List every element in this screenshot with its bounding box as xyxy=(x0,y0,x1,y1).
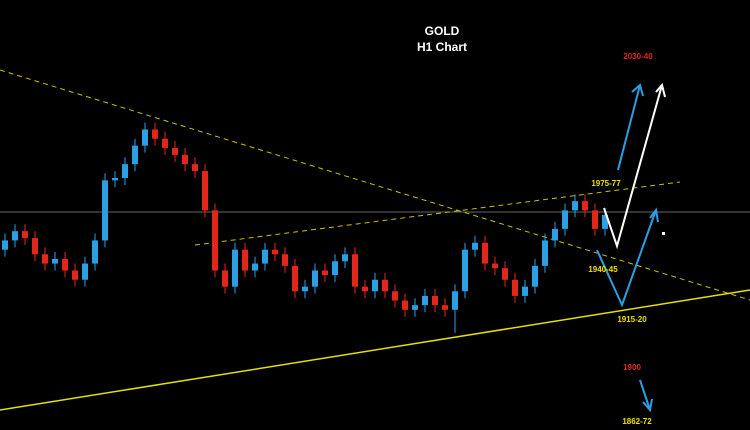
candle-body xyxy=(22,231,28,239)
candle-body xyxy=(212,210,218,271)
marker xyxy=(662,232,665,235)
annotation: 1940-45 xyxy=(588,265,618,274)
candles xyxy=(2,122,608,333)
candle-body xyxy=(392,291,398,301)
candle-body xyxy=(312,270,318,287)
candle-body xyxy=(252,263,258,271)
candle-body xyxy=(492,263,498,269)
candle-body xyxy=(132,145,138,165)
candle-body xyxy=(12,231,18,241)
candle-body xyxy=(592,210,598,229)
candle-body xyxy=(442,305,448,310)
candle-body xyxy=(122,164,128,179)
candle-body xyxy=(242,249,248,271)
chart-title: GOLD xyxy=(425,24,460,38)
candle-body xyxy=(262,249,268,264)
candle-body xyxy=(182,154,188,165)
candle-body xyxy=(482,242,488,264)
candle-body xyxy=(282,254,288,266)
candle-body xyxy=(332,261,338,276)
candle-body xyxy=(172,147,178,155)
annotation: 1915-20 xyxy=(617,315,647,324)
chart-subtitle: H1 Chart xyxy=(417,40,467,54)
candle-body xyxy=(202,171,208,211)
candle-body xyxy=(572,201,578,211)
candle-body xyxy=(292,265,298,292)
candle-body xyxy=(512,279,518,296)
candle-body xyxy=(562,210,568,229)
candle-body xyxy=(232,249,238,287)
candle-body xyxy=(532,265,538,287)
candle-body xyxy=(522,286,528,296)
annotation: 1862-72 xyxy=(622,417,652,426)
candle-body xyxy=(542,240,548,266)
candle-body xyxy=(502,268,508,280)
candle-body xyxy=(302,286,308,292)
candle-body xyxy=(102,180,108,241)
candle-body xyxy=(582,201,588,211)
candle-body xyxy=(142,129,148,146)
candle-body xyxy=(72,270,78,280)
candle-body xyxy=(362,286,368,292)
candle-body xyxy=(342,254,348,262)
candle-body xyxy=(452,291,458,310)
candle-body xyxy=(382,279,388,292)
candle-body xyxy=(32,238,38,255)
candle-body xyxy=(52,258,58,264)
candle-body xyxy=(422,295,428,306)
annotation: 1900 xyxy=(623,363,641,372)
candle-body xyxy=(552,228,558,241)
candle-body xyxy=(272,249,278,255)
candle-body xyxy=(192,164,198,172)
support-line xyxy=(0,289,750,411)
candle-body xyxy=(462,249,468,292)
candle-body xyxy=(402,300,408,310)
annotation: 2030-40 xyxy=(623,52,653,61)
candle-body xyxy=(222,270,228,287)
candle-body xyxy=(2,240,8,250)
candle-body xyxy=(322,270,328,276)
trend-line xyxy=(0,69,750,301)
candle-body xyxy=(152,129,158,139)
candle-body xyxy=(412,305,418,310)
candle-body xyxy=(352,254,358,287)
candle-body xyxy=(92,240,98,264)
candle-body xyxy=(472,242,478,250)
candle-body xyxy=(372,279,378,292)
candle-body xyxy=(62,258,68,271)
candle-body xyxy=(602,215,608,229)
arrows xyxy=(596,82,666,413)
candle-body xyxy=(112,178,118,181)
candle-body xyxy=(42,254,48,264)
trend-line xyxy=(194,181,681,246)
candle-body xyxy=(432,295,438,306)
candle-body xyxy=(162,138,168,148)
annotation: 1975-77 xyxy=(591,179,621,188)
candle-body xyxy=(82,263,88,280)
